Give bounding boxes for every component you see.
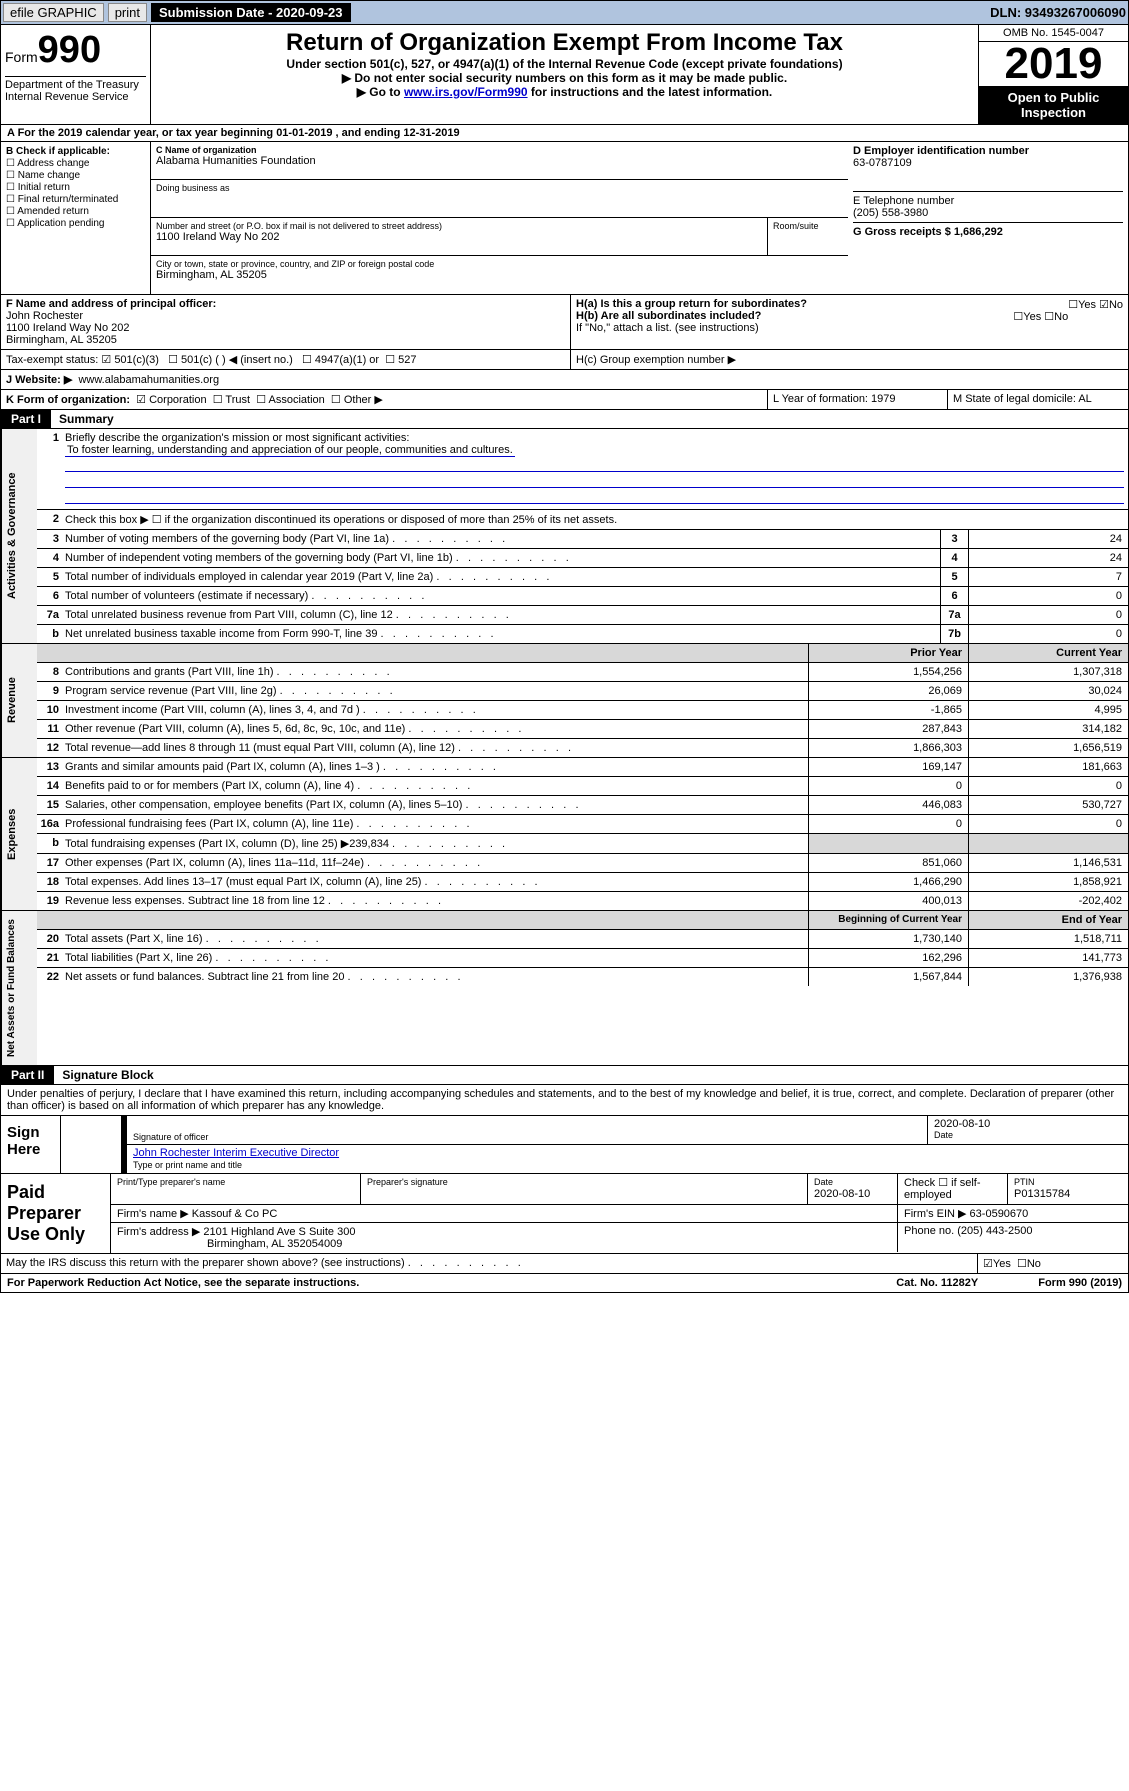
right-info: D Employer identification number 63-0787… <box>848 142 1128 294</box>
vlabel-net: Net Assets or Fund Balances <box>1 911 37 1065</box>
subtitle-3: ▶ Go to www.irs.gov/Form990 for instruct… <box>171 85 958 99</box>
vlabel-expenses: Expenses <box>1 758 37 910</box>
perjury-text: Under penalties of perjury, I declare th… <box>0 1085 1129 1116</box>
dln: DLN: 93493267006090 <box>990 5 1126 20</box>
group-exemption: H(c) Group exemption number ▶ <box>571 350 1128 369</box>
vlabel-revenue: Revenue <box>1 644 37 757</box>
table-row: 20Total assets (Part X, line 16)1,730,14… <box>37 930 1128 949</box>
ein-value: 63-0787109 <box>853 157 1123 169</box>
efile-label: efile GRAPHIC <box>3 3 104 22</box>
year-formation: L Year of formation: 1979 <box>768 390 948 409</box>
table-row: 17Other expenses (Part IX, column (A), l… <box>37 854 1128 873</box>
table-row: 10Investment income (Part VIII, column (… <box>37 701 1128 720</box>
officer-name: John Rochester <box>6 310 565 322</box>
org-name: Alabama Humanities Foundation <box>156 155 843 167</box>
table-row: 22Net assets or fund balances. Subtract … <box>37 968 1128 986</box>
val-7a: 0 <box>968 606 1128 624</box>
check-501c3[interactable]: ☑ 501(c)(3) <box>101 354 159 366</box>
check-corp[interactable]: ☑ Corporation <box>136 394 206 406</box>
form-label: Form <box>5 49 38 65</box>
val-4: 24 <box>968 549 1128 567</box>
discuss-question: May the IRS discuss this return with the… <box>1 1254 978 1273</box>
sign-here-block: Sign Here Signature of officer 2020-08-1… <box>0 1116 1129 1174</box>
table-row: 8Contributions and grants (Part VIII, li… <box>37 663 1128 682</box>
table-row: 12Total revenue—add lines 8 through 11 (… <box>37 739 1128 757</box>
table-row: 19Revenue less expenses. Subtract line 1… <box>37 892 1128 910</box>
part2-header: Part IISignature Block <box>0 1066 1129 1085</box>
val-7b: 0 <box>968 625 1128 643</box>
section-a: A For the 2019 calendar year, or tax yea… <box>0 125 1129 142</box>
paid-preparer-block: Paid Preparer Use Only Print/Type prepar… <box>0 1174 1129 1254</box>
table-row: 15Salaries, other compensation, employee… <box>37 796 1128 815</box>
instructions-link[interactable]: www.irs.gov/Form990 <box>404 85 528 99</box>
state-domicile: M State of legal domicile: AL <box>948 390 1128 409</box>
section-b: B Check if applicable: ☐ Address change … <box>1 142 151 294</box>
table-row: 18Total expenses. Add lines 13–17 (must … <box>37 873 1128 892</box>
tax-year: 2019 <box>979 42 1128 86</box>
gross-receipts: G Gross receipts $ 1,686,292 <box>853 226 1003 238</box>
val-3: 24 <box>968 530 1128 548</box>
entity-info-row: B Check if applicable: ☐ Address change … <box>0 142 1129 295</box>
check-initial[interactable]: ☐ Initial return <box>6 182 145 193</box>
section-c: C Name of organization Alabama Humanitie… <box>151 142 848 294</box>
val-5: 7 <box>968 568 1128 586</box>
submission-date: Submission Date - 2020-09-23 <box>151 3 351 22</box>
firm-ein: Firm's EIN ▶ 63-0590670 <box>898 1205 1128 1222</box>
dept-label: Department of the Treasury Internal Reve… <box>5 76 146 103</box>
table-row: bTotal fundraising expenses (Part IX, co… <box>37 834 1128 854</box>
topbar: efile GRAPHIC print Submission Date - 20… <box>0 0 1129 25</box>
table-row: 13Grants and similar amounts paid (Part … <box>37 758 1128 777</box>
page-footer: For Paperwork Reduction Act Notice, see … <box>0 1274 1129 1293</box>
subtitle-1: Under section 501(c), 527, or 4947(a)(1)… <box>171 57 958 71</box>
table-row: 9Program service revenue (Part VIII, lin… <box>37 682 1128 701</box>
check-amended[interactable]: ☐ Amended return <box>6 206 145 217</box>
check-address[interactable]: ☐ Address change <box>6 158 145 169</box>
print-button[interactable]: print <box>108 3 147 22</box>
officer-signature[interactable]: John Rochester Interim Executive Directo… <box>133 1147 339 1159</box>
org-address: 1100 Ireland Way No 202 <box>156 231 762 243</box>
inspection-label: Open to Public Inspection <box>979 86 1128 124</box>
table-row: 21Total liabilities (Part X, line 26)162… <box>37 949 1128 968</box>
check-pending[interactable]: ☐ Application pending <box>6 218 145 229</box>
ptin-value: P01315784 <box>1014 1188 1070 1200</box>
check-name[interactable]: ☐ Name change <box>6 170 145 181</box>
form-header: Form990 Department of the Treasury Inter… <box>0 25 1129 125</box>
val-6: 0 <box>968 587 1128 605</box>
phone-value: (205) 558-3980 <box>853 207 1123 219</box>
table-row: 16aProfessional fundraising fees (Part I… <box>37 815 1128 834</box>
table-row: 14Benefits paid to or for members (Part … <box>37 777 1128 796</box>
website-value: www.alabamahumanities.org <box>78 374 219 386</box>
firm-phone: Phone no. (205) 443-2500 <box>898 1223 1128 1252</box>
part1-header: Part ISummary <box>0 410 1129 429</box>
form-title: Return of Organization Exempt From Incom… <box>171 29 958 57</box>
firm-name: Firm's name ▶ Kassouf & Co PC <box>111 1205 898 1222</box>
mission-text: To foster learning, understanding and ap… <box>65 444 515 457</box>
org-city: Birmingham, AL 35205 <box>156 269 843 281</box>
form-number: 990 <box>38 29 101 71</box>
subtitle-2: ▶ Do not enter social security numbers o… <box>171 71 958 85</box>
table-row: 11Other revenue (Part VIII, column (A), … <box>37 720 1128 739</box>
vlabel-governance: Activities & Governance <box>1 429 37 643</box>
check-final[interactable]: ☐ Final return/terminated <box>6 194 145 205</box>
